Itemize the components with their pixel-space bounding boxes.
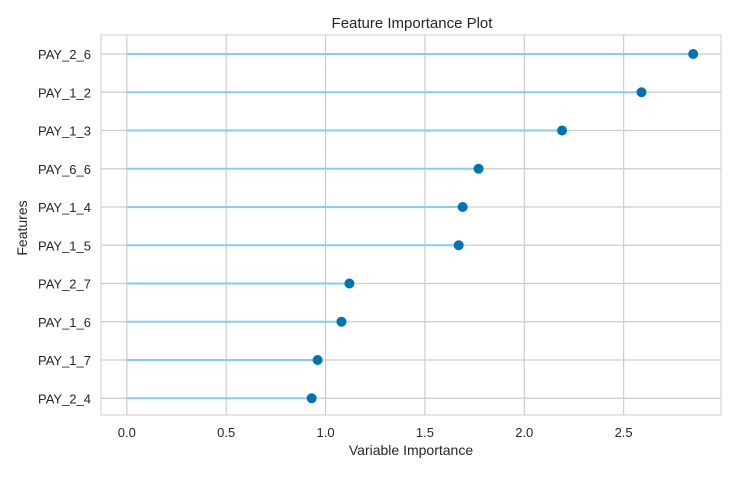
y-tick-label: PAY_2_6: [38, 47, 91, 62]
marker-pay-2-4: [306, 393, 317, 404]
x-tick-label: 1.0: [317, 425, 335, 440]
marker-pay-1-6: [336, 316, 347, 327]
marker-pay-1-7: [312, 355, 323, 365]
y-tick-label: PAY_1_4: [38, 200, 91, 215]
y-tick-label: PAY_1_2: [38, 85, 91, 100]
y-tick-label: PAY_2_7: [38, 277, 91, 292]
y-tick-label: PAY_1_7: [38, 353, 91, 368]
x-tick-label: 0.0: [118, 425, 136, 440]
x-tick-label: 2.5: [615, 425, 633, 440]
marker-pay-2-7: [344, 278, 355, 289]
marker-pay-1-5: [453, 240, 464, 251]
marker-pay-1-2: [636, 87, 647, 98]
markers: [306, 49, 699, 404]
x-tick-labels: 0.0 0.5 1.0 1.5 2.0 2.5: [118, 425, 633, 440]
chart-title: Feature Importance Plot: [332, 15, 494, 32]
stems: [126, 53, 694, 400]
y-tick-label: PAY_2_4: [38, 391, 91, 406]
y-tick-label: PAY_1_5: [38, 238, 91, 253]
y-tick-label: PAY_6_6: [38, 162, 91, 177]
plot-area: [100, 34, 722, 416]
marker-pay-2-6: [688, 49, 699, 59]
y-tick-labels: PAY_2_6 PAY_1_2 PAY_1_3 PAY_6_6 PAY_1_4 PAY_1…: [38, 47, 91, 406]
marker-pay-1-3: [557, 125, 568, 136]
marker-pay-6-6: [473, 163, 484, 174]
x-tick-label: 1.5: [416, 425, 434, 440]
x-tick-label: 0.5: [217, 425, 235, 440]
y-axis-label: Features: [14, 200, 30, 255]
x-tick-label: 2.0: [515, 425, 533, 440]
x-axis-label: Variable Importance: [349, 442, 473, 458]
y-tick-label: PAY_1_6: [38, 315, 91, 330]
y-tick-label: PAY_1_3: [38, 124, 91, 139]
marker-pay-1-4: [457, 202, 468, 212]
